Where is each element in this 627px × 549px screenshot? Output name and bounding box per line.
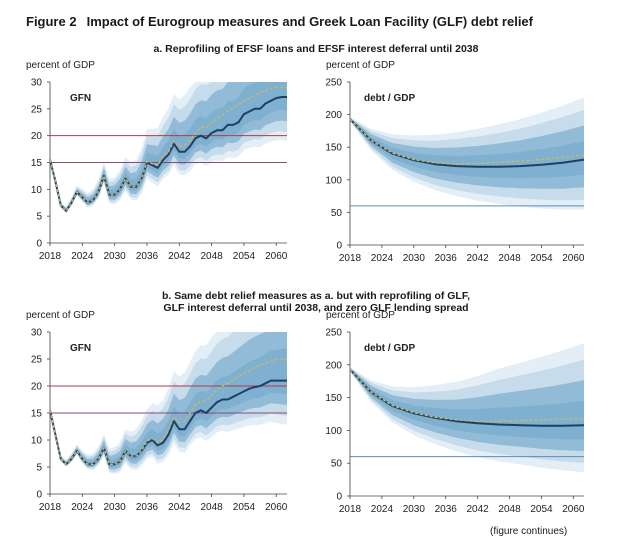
subtitle-panel-b: b. Same debt relief measures as a. but w… — [26, 290, 606, 314]
chart-a-debt: percent of GDP 0 50 100 150 200 250 2018 2024 203… — [325, 60, 585, 264]
central-projection-line — [49, 379, 287, 466]
y-tick-label: 150 — [325, 143, 342, 154]
figure-number: Figure 2 — [26, 14, 77, 29]
subtitle-panel-b-line1: b. Same debt relief measures as a. but w… — [161, 290, 471, 302]
x-tick-label: 2042 — [467, 504, 490, 515]
y-tick-label: 100 — [325, 426, 342, 437]
fan-band-30 — [350, 118, 584, 179]
y-tick-label: 250 — [325, 328, 342, 339]
central-projection-line — [49, 96, 287, 212]
y-axis-label: percent of GDP — [26, 60, 95, 71]
y-tick-label: 10 — [31, 436, 43, 447]
panel-label: debt / GDP — [364, 343, 415, 354]
x-tick-label: 2054 — [233, 502, 256, 513]
x-tick-label: 2018 — [39, 502, 62, 513]
fan-band-50 — [50, 332, 287, 470]
x-tick-label: 2048 — [498, 253, 521, 264]
y-tick-label: 30 — [31, 328, 43, 339]
x-tick-label: 2018 — [339, 504, 362, 515]
y-axis-label: percent of GDP — [26, 310, 95, 321]
panel-label: GFN — [70, 93, 91, 104]
x-tick-label: 2024 — [71, 502, 94, 513]
y-tick-label: 15 — [31, 409, 43, 420]
y-tick-label: 0 — [36, 239, 42, 250]
y-tick-label: 5 — [36, 463, 42, 474]
x-tick-label: 2018 — [339, 253, 362, 264]
y-tick-label: 25 — [31, 355, 43, 366]
baseline-dashed-line — [349, 368, 585, 422]
x-tick-label: 2024 — [71, 251, 94, 262]
x-tick-label: 2030 — [104, 251, 127, 262]
y-tick-label: 15 — [31, 158, 43, 169]
figure-continues-note: (figure continues) — [490, 526, 568, 537]
fan-band-30 — [350, 368, 584, 440]
x-tick-label: 2036 — [435, 253, 458, 264]
y-axis-label: percent of GDP — [326, 310, 395, 321]
x-tick-label: 2054 — [233, 251, 256, 262]
x-tick-label: 2036 — [435, 504, 458, 515]
panel-label: debt / GDP — [364, 93, 415, 104]
y-tick-label: 50 — [331, 208, 343, 219]
y-tick-label: 20 — [31, 382, 43, 393]
y-tick-label: 250 — [325, 78, 342, 89]
x-tick-label: 2048 — [200, 502, 223, 513]
x-tick-label: 2024 — [371, 253, 394, 264]
y-tick-label: 150 — [325, 393, 342, 404]
x-tick-label: 2060 — [562, 253, 585, 264]
y-tick-label: 20 — [31, 131, 43, 142]
y-tick-label: 200 — [325, 110, 342, 121]
y-tick-label: 0 — [336, 241, 342, 252]
y-tick-label: 30 — [31, 78, 43, 89]
x-tick-label: 2048 — [498, 504, 521, 515]
x-tick-label: 2054 — [530, 253, 553, 264]
figure-title-text: Impact of Eurogroup measures and Greek L… — [86, 14, 533, 29]
y-axis-label: percent of GDP — [326, 60, 395, 71]
y-tick-label: 5 — [36, 212, 42, 223]
baseline-dashed-line — [349, 118, 585, 165]
x-tick-label: 2024 — [371, 504, 394, 515]
x-tick-label: 2030 — [104, 502, 127, 513]
x-tick-label: 2042 — [168, 251, 191, 262]
x-tick-label: 2030 — [403, 253, 426, 264]
baseline-dashed-line — [49, 86, 287, 212]
x-tick-label: 2036 — [136, 251, 159, 262]
chart-b-gfn: percent of GDP 0 5 10 15 20 25 30 2018 2024 2030 20… — [26, 310, 288, 513]
x-tick-label: 2060 — [265, 502, 288, 513]
y-tick-label: 50 — [331, 459, 343, 470]
x-tick-label: 2036 — [136, 502, 159, 513]
y-tick-label: 200 — [325, 360, 342, 371]
x-tick-label: 2054 — [530, 504, 553, 515]
chart-a-gfn: percent of GDP 0 5 10 15 20 25 30 2018 2024 2030 20… — [26, 60, 288, 262]
y-tick-label: 0 — [336, 492, 342, 503]
x-tick-label: 2042 — [168, 502, 191, 513]
figure-title: Figure 2 Impact of Eurogroup measures and… — [26, 14, 533, 29]
fan-band-30 — [50, 82, 287, 212]
subtitle-panel-b-line2: GLF interest deferral until 2038, and ze… — [163, 302, 469, 314]
x-tick-label: 2030 — [403, 504, 426, 515]
y-tick-label: 100 — [325, 175, 342, 186]
x-tick-label: 2018 — [39, 251, 62, 262]
chart-b-debt: percent of GDP 0 50 100 150 200 250 2018 2024 203… — [325, 310, 585, 515]
x-tick-label: 2048 — [200, 251, 223, 262]
x-tick-label: 2060 — [562, 504, 585, 515]
y-tick-label: 10 — [31, 185, 43, 196]
y-tick-label: 0 — [36, 490, 42, 501]
x-tick-label: 2060 — [265, 251, 288, 262]
fan-band-30 — [50, 348, 287, 468]
x-tick-label: 2042 — [467, 253, 490, 264]
y-tick-label: 25 — [31, 104, 43, 115]
subtitle-panel-a: a. Reprofiling of EFSF loans and EFSF in… — [153, 43, 479, 55]
panel-label: GFN — [70, 343, 91, 354]
